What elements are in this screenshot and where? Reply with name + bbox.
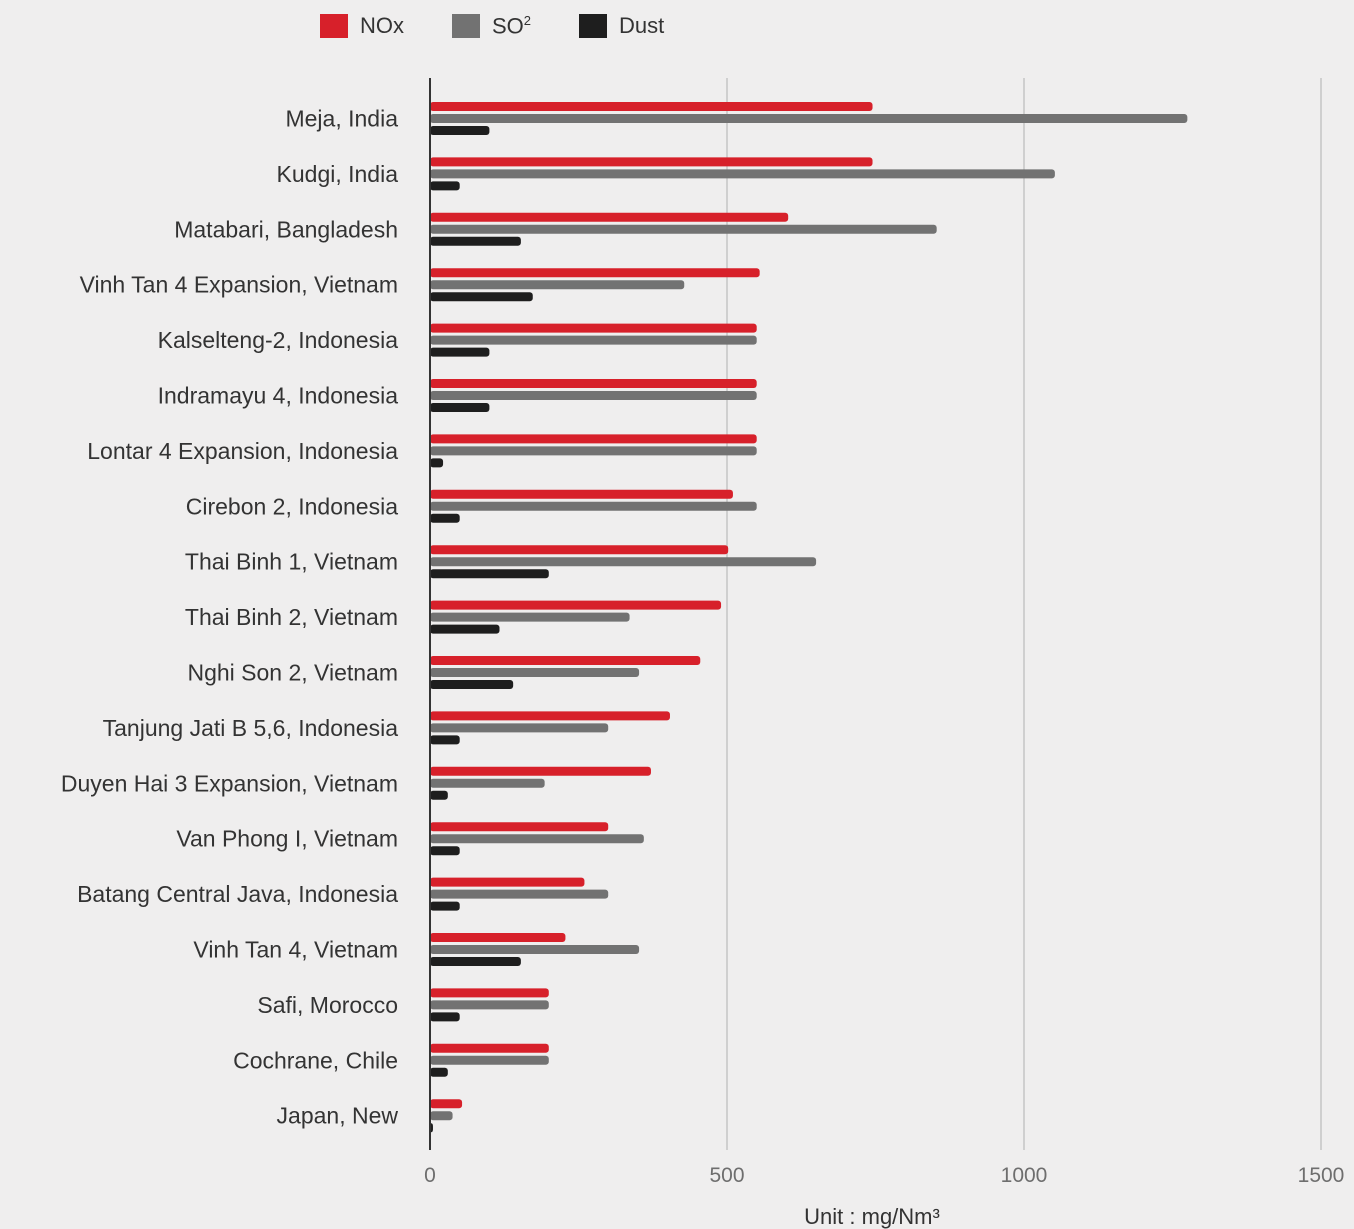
bar-so-cirebon-2-indonesia xyxy=(430,501,757,511)
bar-so-tanjung-jati-b-5-6-indonesia xyxy=(430,723,609,733)
bar-so-thai-binh-1-vietnam xyxy=(430,557,817,567)
category-label-cirebon-2-indonesia: Cirebon 2, Indonesia xyxy=(186,493,398,519)
bar-nox-vinh-tan-4-vietnam xyxy=(430,933,566,942)
bar-nox-matabari-bangladesh xyxy=(430,212,789,222)
bar-so-vinh-tan-4-vietnam xyxy=(430,945,640,954)
category-label-matabari-bangladesh: Matabari, Bangladesh xyxy=(174,216,398,242)
bar-so-cochrane-chile xyxy=(430,1055,549,1065)
bar-dust-lontar-4-expansion-indonesia xyxy=(430,458,444,468)
x-tick-label-1000: 1000 xyxy=(1001,1164,1048,1187)
category-label-kalselteng-2-indonesia: Kalselteng-2, Indonesia xyxy=(158,327,399,353)
bar-dust-cirebon-2-indonesia xyxy=(430,513,460,523)
bar-so-nghi-son-2-vietnam xyxy=(430,668,640,677)
category-label-vinh-tan-4-expansion-vietnam: Vinh Tan 4 Expansion, Vietnam xyxy=(80,272,398,298)
bar-so-vinh-tan-4-expansion-vietnam xyxy=(430,280,685,290)
bar-so-meja-india xyxy=(430,114,1188,123)
bar-dust-nghi-son-2-vietnam xyxy=(430,680,514,689)
bar-nox-thai-binh-1-vietnam xyxy=(430,545,729,555)
bar-so-japan-new xyxy=(430,1111,453,1121)
bar-dust-vinh-tan-4-vietnam xyxy=(430,957,521,966)
bar-nox-duyen-hai-3-expansion-vietnam xyxy=(430,766,651,776)
bar-dust-thai-binh-2-vietnam xyxy=(430,624,500,634)
x-axis-title: Unit : mg/Nm³ xyxy=(804,1204,940,1229)
legend: NOx SO2 Dust xyxy=(320,10,712,42)
bar-so-lontar-4-expansion-indonesia xyxy=(430,446,757,456)
legend-label-so2: SO2 xyxy=(492,13,531,39)
bar-nox-lontar-4-expansion-indonesia xyxy=(430,434,757,444)
x-tick-label-1500: 1500 xyxy=(1298,1164,1345,1187)
category-label-kudgi-india: Kudgi, India xyxy=(277,161,399,187)
category-label-indramayu-4-indonesia: Indramayu 4, Indonesia xyxy=(158,383,399,409)
category-label-thai-binh-1-vietnam: Thai Binh 1, Vietnam xyxy=(185,549,398,575)
bar-nox-vinh-tan-4-expansion-vietnam xyxy=(430,268,760,278)
bar-nox-safi-morocco xyxy=(430,988,549,998)
category-label-thai-binh-2-vietnam: Thai Binh 2, Vietnam xyxy=(185,604,398,630)
category-label-lontar-4-expansion-indonesia: Lontar 4 Expansion, Indonesia xyxy=(87,438,398,464)
bar-nox-kudgi-india xyxy=(430,157,873,167)
bar-so-indramayu-4-indonesia xyxy=(430,391,757,400)
bar-dust-meja-india xyxy=(430,126,490,135)
category-label-batang-central-java-indonesia: Batang Central Java, Indonesia xyxy=(77,881,398,907)
grid-lines xyxy=(726,78,1322,1150)
labels: 0 500 1000 1500 Meja, India Kudgi, India Matab… xyxy=(61,106,1344,1229)
bar-so-duyen-hai-3-expansion-vietnam xyxy=(430,778,545,788)
bar-nox-cochrane-chile xyxy=(430,1043,549,1053)
bar-dust-batang-central-java-indonesia xyxy=(430,901,460,911)
legend-item-dust: Dust xyxy=(579,13,664,39)
category-label-safi-morocco: Safi, Morocco xyxy=(257,992,398,1018)
bars xyxy=(430,102,1188,1133)
bar-so-kudgi-india xyxy=(430,169,1055,179)
bar-dust-vinh-tan-4-expansion-vietnam xyxy=(430,292,533,302)
bar-nox-tanjung-jati-b-5-6-indonesia xyxy=(430,711,670,721)
category-label-van-phong-i-vietnam: Van Phong I, Vietnam xyxy=(176,826,398,852)
legend-label-so2-text: SO xyxy=(492,13,524,39)
bar-so-safi-morocco xyxy=(430,1000,549,1010)
bar-nox-batang-central-java-indonesia xyxy=(430,877,585,887)
x-tick-label-500: 500 xyxy=(709,1164,744,1187)
category-label-cochrane-chile: Cochrane, Chile xyxy=(233,1047,398,1073)
bar-nox-nghi-son-2-vietnam xyxy=(430,656,701,665)
legend-swatch-dust xyxy=(579,14,608,38)
bar-so-van-phong-i-vietnam xyxy=(430,834,644,844)
category-label-duyen-hai-3-expansion-vietnam: Duyen Hai 3 Expansion, Vietnam xyxy=(61,770,398,796)
bar-so-matabari-bangladesh xyxy=(430,224,937,234)
legend-label-nox: NOx xyxy=(360,13,404,38)
bar-dust-matabari-bangladesh xyxy=(430,236,521,246)
category-label-japan-new: Japan, New xyxy=(277,1103,399,1129)
bar-so-kalselteng-2-indonesia xyxy=(430,335,757,345)
bar-dust-safi-morocco xyxy=(430,1012,460,1022)
legend-label-so2-sup: 2 xyxy=(523,12,532,28)
bar-dust-van-phong-i-vietnam xyxy=(430,846,460,856)
bar-nox-japan-new xyxy=(430,1099,463,1109)
bar-dust-tanjung-jati-b-5-6-indonesia xyxy=(430,735,460,745)
bar-nox-cirebon-2-indonesia xyxy=(430,489,733,499)
bar-dust-kudgi-india xyxy=(430,181,460,191)
category-label-vinh-tan-4-vietnam: Vinh Tan 4, Vietnam xyxy=(193,937,398,963)
legend-label-dust: Dust xyxy=(619,13,665,38)
bar-nox-kalselteng-2-indonesia xyxy=(430,323,757,333)
legend-swatch-nox xyxy=(320,14,348,38)
bar-nox-thai-binh-2-vietnam xyxy=(430,600,722,610)
category-label-meja-india: Meja, India xyxy=(285,106,398,132)
legend-item-so2: SO2 xyxy=(452,13,531,39)
category-label-tanjung-jati-b-5-6-indonesia: Tanjung Jati B 5,6, Indonesia xyxy=(103,715,399,741)
bar-dust-cochrane-chile xyxy=(430,1067,448,1077)
bar-so-thai-binh-2-vietnam xyxy=(430,612,630,622)
bar-dust-thai-binh-1-vietnam xyxy=(430,569,549,579)
legend-swatch-so2 xyxy=(452,13,480,38)
bar-dust-indramayu-4-indonesia xyxy=(430,403,490,412)
category-label-nghi-son-2-vietnam: Nghi Son 2, Vietnam xyxy=(187,660,398,686)
bar-dust-duyen-hai-3-expansion-vietnam xyxy=(430,790,448,800)
x-tick-label-0: 0 xyxy=(424,1164,436,1187)
bar-nox-meja-india xyxy=(430,102,873,111)
bar-so-batang-central-java-indonesia xyxy=(430,889,609,899)
bar-nox-van-phong-i-vietnam xyxy=(430,822,609,832)
bar-dust-kalselteng-2-indonesia xyxy=(430,347,490,357)
legend-item-nox: NOx xyxy=(320,13,404,39)
bar-nox-indramayu-4-indonesia xyxy=(430,379,757,388)
